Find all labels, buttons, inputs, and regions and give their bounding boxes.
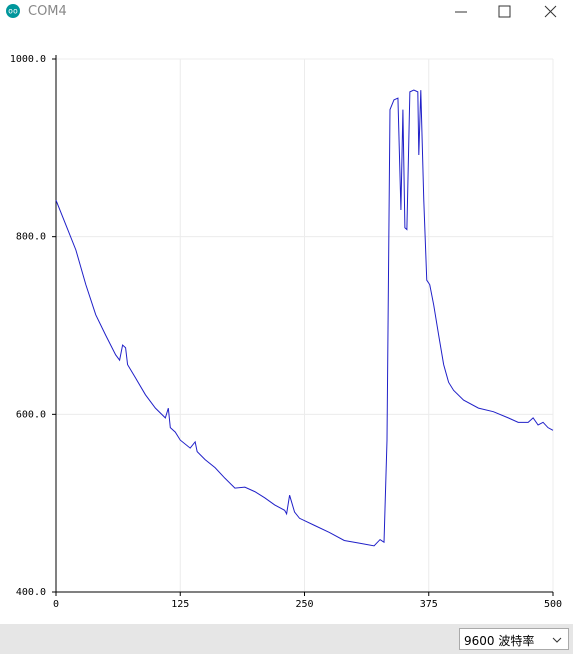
x-tick-label: 500 (544, 599, 562, 610)
title-bar: oo COM4 (0, 0, 573, 24)
baud-select[interactable]: 9600 波特率 (459, 628, 569, 650)
title-icons: oo (6, 4, 557, 18)
plotter: 400.0 600.0 800.0 1000.0 0 125 250 375 500 (10, 54, 562, 610)
x-tick-label: 250 (295, 599, 313, 610)
x-tick-label: 375 (420, 599, 438, 610)
dropdown-arrow (552, 637, 562, 643)
footer-bar: 9600 波特率 (0, 624, 573, 654)
close-button[interactable] (544, 5, 557, 18)
x-tick-label: 125 (171, 599, 189, 610)
baud-rate: 9600 波特率 (464, 634, 535, 648)
app-icon-glyph: oo (8, 7, 18, 16)
data-line (55, 89, 554, 547)
window-title: COM4 (28, 4, 67, 19)
y-tick-label: 400.0 (16, 587, 46, 598)
maximize-button[interactable] (498, 5, 511, 18)
y-tick-label: 800.0 (16, 232, 46, 243)
y-tick-label: 1000.0 (10, 54, 46, 65)
app-icon (6, 4, 20, 18)
x-tick-label: 0 (53, 599, 59, 610)
y-tick-label: 600.0 (16, 409, 46, 420)
